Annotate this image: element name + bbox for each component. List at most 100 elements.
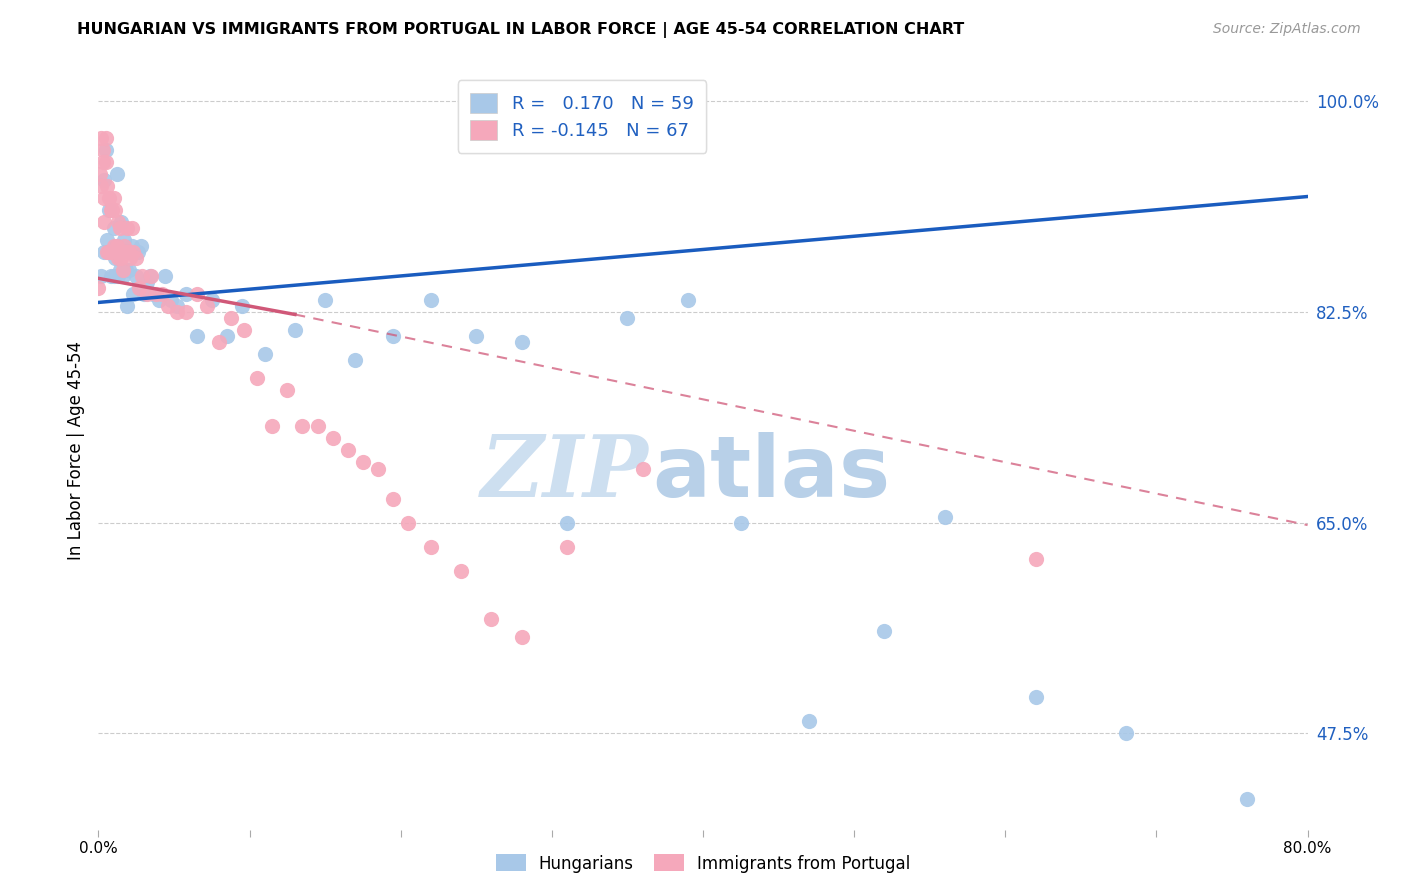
Point xyxy=(1115,726,1137,740)
Point xyxy=(873,624,896,638)
Point xyxy=(465,329,488,343)
Point xyxy=(367,461,389,475)
Point xyxy=(262,419,284,434)
Point xyxy=(108,263,131,277)
Point xyxy=(112,233,135,247)
Point xyxy=(111,268,134,283)
Point xyxy=(344,353,367,368)
Point xyxy=(103,239,125,253)
Point xyxy=(91,154,114,169)
Point xyxy=(276,384,298,398)
Point xyxy=(131,268,153,283)
Point xyxy=(96,244,118,259)
Point xyxy=(94,154,117,169)
Point xyxy=(135,287,157,301)
Point xyxy=(166,305,188,319)
Point xyxy=(94,143,117,157)
Point xyxy=(93,172,115,186)
Point xyxy=(450,564,472,578)
Point xyxy=(103,220,125,235)
Point xyxy=(135,275,157,289)
Point xyxy=(101,202,124,217)
Point xyxy=(246,371,269,385)
Point xyxy=(322,432,344,446)
Legend: Hungarians, Immigrants from Portugal: Hungarians, Immigrants from Portugal xyxy=(489,847,917,880)
Point xyxy=(104,251,127,265)
Point xyxy=(122,244,145,259)
Text: ZIP: ZIP xyxy=(481,432,648,515)
Point xyxy=(90,130,112,145)
Point xyxy=(382,491,405,506)
Point xyxy=(174,305,197,319)
Point xyxy=(89,167,111,181)
Point xyxy=(120,251,142,265)
Point xyxy=(111,263,134,277)
Text: Source: ZipAtlas.com: Source: ZipAtlas.com xyxy=(1213,22,1361,37)
Point xyxy=(616,311,638,326)
Point xyxy=(121,239,143,253)
Point xyxy=(186,329,208,343)
Point xyxy=(96,178,118,193)
Point xyxy=(1024,690,1046,705)
Point xyxy=(195,299,218,313)
Point xyxy=(231,299,253,313)
Point xyxy=(160,293,183,307)
Point xyxy=(145,287,167,301)
Point xyxy=(1024,551,1046,566)
Point xyxy=(101,244,124,259)
Point xyxy=(186,287,208,301)
Point xyxy=(148,293,170,307)
Point xyxy=(555,540,578,554)
Point xyxy=(382,329,405,343)
Point xyxy=(166,299,188,313)
Point xyxy=(115,299,138,313)
Point xyxy=(676,293,699,307)
Point xyxy=(107,215,129,229)
Legend: R =   0.170   N = 59, R = -0.145   N = 67: R = 0.170 N = 59, R = -0.145 N = 67 xyxy=(458,80,706,153)
Point xyxy=(139,268,162,283)
Point xyxy=(103,191,125,205)
Point xyxy=(100,244,122,259)
Point xyxy=(420,293,443,307)
Point xyxy=(253,347,276,361)
Point xyxy=(232,323,254,337)
Point xyxy=(121,220,143,235)
Point xyxy=(291,419,314,434)
Point xyxy=(125,251,148,265)
Point xyxy=(115,220,138,235)
Point xyxy=(114,263,136,277)
Point xyxy=(110,244,132,259)
Point xyxy=(797,714,820,729)
Point xyxy=(481,612,503,626)
Point xyxy=(201,293,224,307)
Point xyxy=(284,323,307,337)
Point xyxy=(336,443,359,458)
Point xyxy=(110,251,132,265)
Point xyxy=(105,239,128,253)
Point xyxy=(105,167,128,181)
Point xyxy=(98,202,121,217)
Point xyxy=(104,202,127,217)
Text: HUNGARIAN VS IMMIGRANTS FROM PORTUGAL IN LABOR FORCE | AGE 45-54 CORRELATION CHA: HUNGARIAN VS IMMIGRANTS FROM PORTUGAL IN… xyxy=(77,22,965,38)
Point xyxy=(93,215,115,229)
Point xyxy=(153,268,176,283)
Point xyxy=(118,244,141,259)
Point xyxy=(100,268,122,283)
Point xyxy=(215,329,238,343)
Point xyxy=(132,287,155,301)
Point xyxy=(631,461,654,475)
Y-axis label: In Labor Force | Age 45-54: In Labor Force | Age 45-54 xyxy=(66,341,84,560)
Point xyxy=(142,287,165,301)
Point xyxy=(90,178,112,193)
Point xyxy=(141,268,163,283)
Point xyxy=(110,244,132,259)
Point xyxy=(107,268,129,283)
Point xyxy=(221,311,243,326)
Point xyxy=(100,202,122,217)
Point xyxy=(510,335,533,350)
Point xyxy=(128,281,150,295)
Point xyxy=(93,244,115,259)
Point xyxy=(127,244,149,259)
Point xyxy=(174,287,197,301)
Point xyxy=(118,263,141,277)
